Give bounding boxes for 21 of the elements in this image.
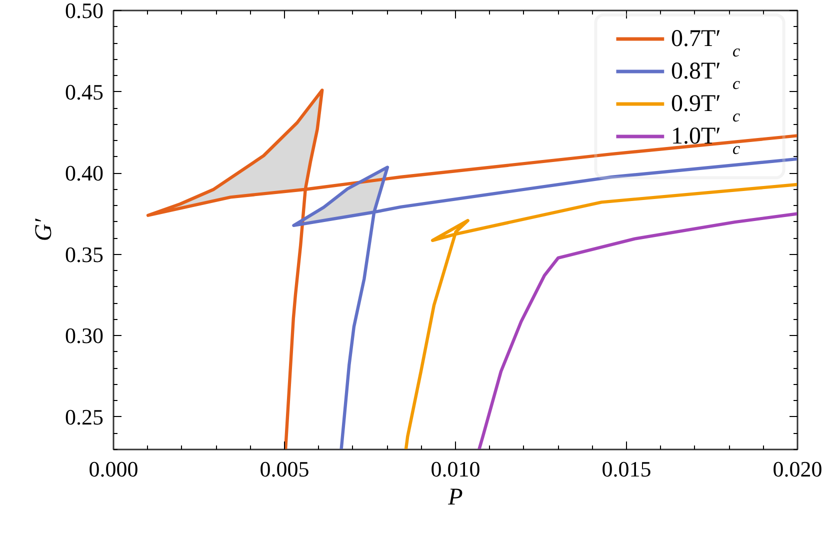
legend-label: 0.9T′c — [670, 91, 740, 126]
y-tick-label: 0.45 — [65, 79, 104, 104]
x-tick-label: 0.020 — [772, 456, 822, 482]
x-tick-label: 0.000 — [88, 456, 138, 482]
legend-label: 0.7T′c — [670, 26, 740, 61]
y-tick-label: 0.30 — [65, 323, 104, 348]
y-axis-title: G′ — [31, 218, 57, 242]
y-tick-label: 0.35 — [65, 242, 104, 267]
y-tick-label: 0.50 — [65, 0, 104, 23]
line-series — [292, 157, 798, 450]
x-axis-title: P — [447, 484, 464, 510]
x-tick-label: 0.005 — [260, 456, 310, 482]
line-series — [478, 212, 798, 450]
x-tick-label: 0.010 — [430, 456, 480, 482]
x-tick-label: 0.015 — [602, 456, 652, 482]
line-series — [146, 88, 798, 450]
y-tick-label: 0.40 — [65, 160, 104, 186]
y-tick-label: 0.25 — [65, 404, 104, 430]
legend-label: 1.0T′c — [670, 123, 740, 158]
legend-label: 0.8T′c — [670, 58, 740, 94]
line-series — [404, 182, 798, 450]
